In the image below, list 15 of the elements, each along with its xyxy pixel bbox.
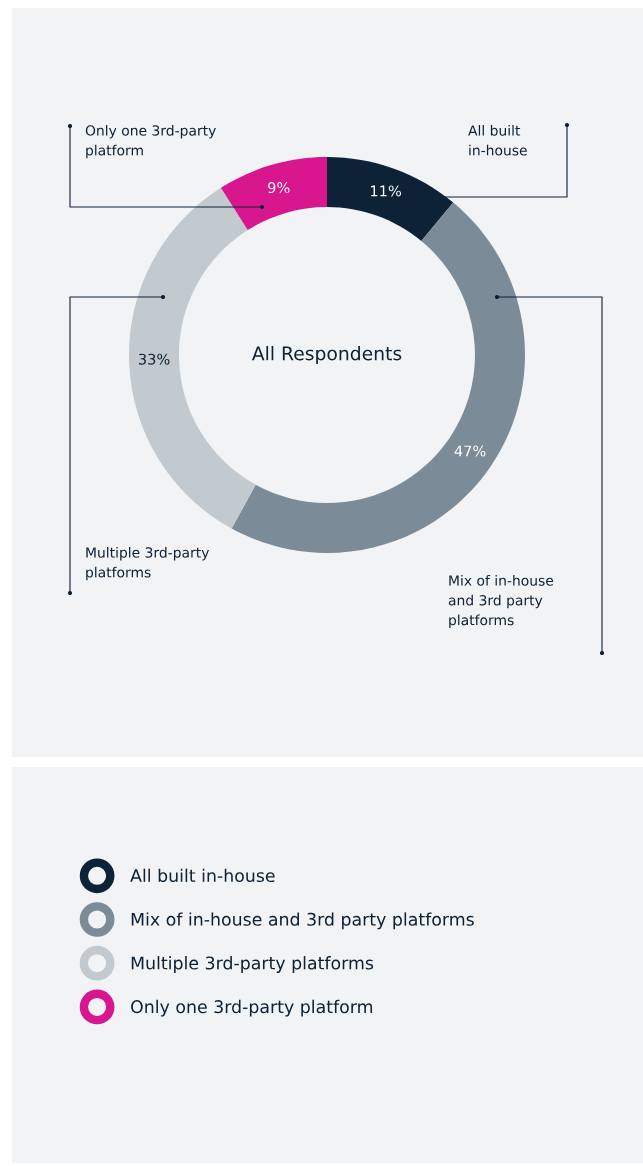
donut-slice [220, 157, 327, 231]
legend-label: All built in-house [130, 868, 275, 883]
legend-label: Only one 3rd-party platform [131, 999, 373, 1017]
data-label: 33% [138, 353, 170, 365]
legend-label: Multiple 3rd-party platforms [131, 956, 374, 973]
slice-label: All built in-house [468, 125, 527, 156]
slice-label: Multiple 3rd-party platforms [86, 547, 209, 581]
data-label: 9% [268, 182, 290, 194]
data-label: 47% [454, 445, 486, 457]
text: All Respondents [251, 345, 402, 365]
data-label: 11% [371, 185, 401, 197]
legend-label: Mix of in-house and 3rd party platforms [131, 912, 474, 930]
slice-label: Mix of in-house and 3rd party platforms [448, 575, 554, 628]
donut-slice [231, 202, 525, 553]
slice-label: Only one 3rd-party platform [85, 125, 216, 159]
